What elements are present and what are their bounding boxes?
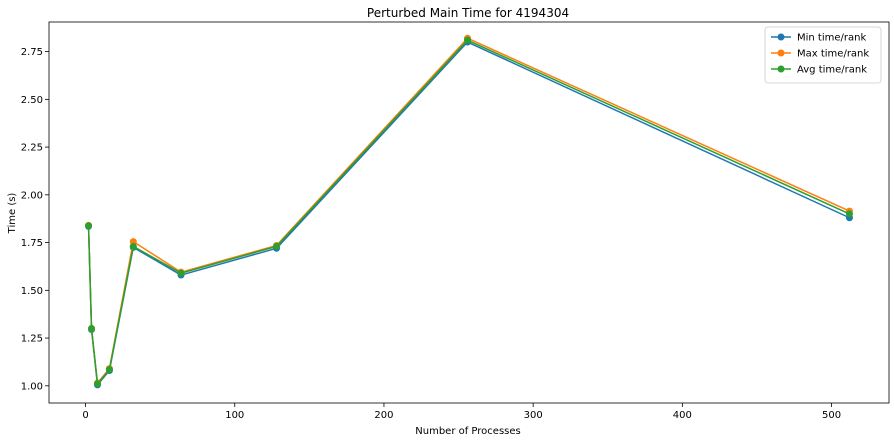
y-tick-label: 2.75 xyxy=(21,47,43,58)
data-point xyxy=(273,242,281,250)
legend-label: Min time/rank xyxy=(797,33,866,44)
data-point xyxy=(845,210,853,218)
data-point xyxy=(464,36,472,44)
legend-marker xyxy=(777,49,785,57)
y-tick-label: 1.75 xyxy=(21,238,43,249)
series-line xyxy=(87,37,850,384)
chart-title: Perturbed Main Time for 4194304 xyxy=(367,6,569,20)
x-tick-label: 100 xyxy=(225,410,244,421)
y-tick-label: 1.25 xyxy=(21,334,43,345)
data-point xyxy=(129,242,137,250)
legend-marker xyxy=(777,33,785,41)
x-tick-label: 400 xyxy=(673,410,692,421)
x-tick-label: 200 xyxy=(374,410,393,421)
data-point xyxy=(105,366,113,374)
legend-entry: Avg time/rank xyxy=(771,65,867,76)
x-axis-label: Number of Processes xyxy=(415,426,520,437)
y-axis-label: Time (s) xyxy=(7,193,18,235)
plot-area: 0 100 200 300 400 500 1.00 1.25 1.50 1.75 2.00 2.25… xyxy=(21,21,890,421)
series-avg-time-rank xyxy=(85,36,853,388)
x-tick-label: 0 xyxy=(82,410,88,421)
series-line xyxy=(87,41,850,386)
legend-marker xyxy=(777,65,785,73)
series-max-time-rank xyxy=(85,34,853,387)
series-min-time-rank xyxy=(85,38,853,389)
y-tick-label: 2.50 xyxy=(21,95,43,106)
x-tick-label: 300 xyxy=(524,410,543,421)
data-point xyxy=(85,222,93,230)
legend: Min time/rank Max time/rank Avg time/rank xyxy=(764,26,882,84)
legend-box xyxy=(764,26,882,84)
legend-label: Avg time/rank xyxy=(797,65,867,76)
y-tick-label: 2.00 xyxy=(21,190,43,201)
axes-frame xyxy=(48,21,890,404)
legend-label: Max time/rank xyxy=(797,49,869,60)
legend-entry: Min time/rank xyxy=(771,33,866,44)
data-point xyxy=(93,380,101,388)
y-tick-label: 1.50 xyxy=(21,286,43,297)
y-tick-label: 1.00 xyxy=(21,381,43,392)
legend-entry: Max time/rank xyxy=(771,49,869,60)
x-tick-label: 500 xyxy=(822,410,841,421)
y-tick-label: 2.25 xyxy=(21,143,43,154)
data-point xyxy=(88,325,96,333)
data-point xyxy=(177,269,185,277)
series-line xyxy=(87,39,850,385)
